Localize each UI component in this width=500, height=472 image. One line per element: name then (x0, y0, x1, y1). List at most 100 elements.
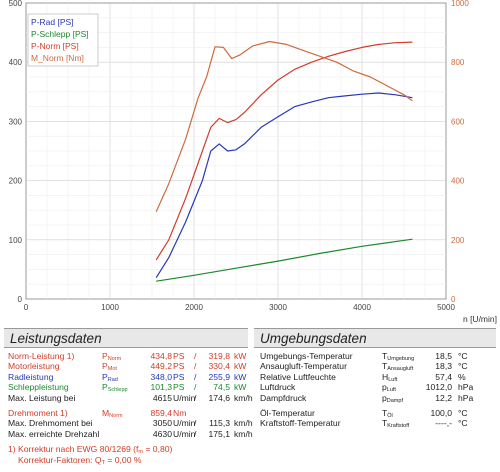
row-symbol: TUmgebung (382, 351, 415, 362)
row-symbol: PMot (102, 361, 117, 373)
footnote-correction: 1) Korrektur nach EWG 80/1269 (fm = 0,80… (8, 444, 173, 456)
leistung-row: Max. Leistung bei 4615 U/min/ 174,6 km/h (4, 392, 253, 403)
row-value: 101,3 (150, 382, 172, 393)
legend-p-rad: P-Rad [PS] (31, 17, 74, 27)
row-value: 859,4 (150, 407, 172, 418)
umgebungsdaten-header: Umgebungsdaten (254, 328, 496, 348)
row-symbol: PRad (102, 371, 118, 383)
row-label: Öl-Temperatur (260, 407, 315, 418)
x-tick-label: 1000 (101, 303, 119, 312)
left-axis-ticks: 0 100 200 300 400 500 (9, 0, 23, 304)
row-label: Schleppleistung (8, 382, 69, 393)
left-tick-label: 200 (9, 177, 23, 186)
row-value: 4615 (152, 392, 172, 403)
row-value-2: 115,3 (209, 418, 230, 429)
leistung-row: Motorleistung PMot 449,2 PS / 330,4 kW (4, 361, 248, 373)
right-tick-label: 600 (451, 117, 465, 126)
row-unit-2: kW (234, 351, 247, 361)
row-value: ----,- (435, 418, 452, 429)
row-unit: PS (173, 371, 185, 382)
row-unit: Nm (173, 407, 187, 418)
row-value: 18,3 (435, 361, 452, 372)
row-unit: PS (173, 361, 185, 372)
row-separator: / (194, 382, 197, 393)
umgebung-row: Kraftstoff-Temperatur TKraftstoff ----,- °C (254, 418, 496, 430)
row-separator: / (194, 392, 197, 403)
right-axis-ticks: 0 200 400 600 800 1000 (451, 0, 469, 304)
x-axis-label: n [U/min] (463, 314, 497, 324)
x-tick-label: 3000 (269, 303, 287, 312)
row-value: 57,4 (435, 371, 452, 382)
row-symbol: pLuft (382, 382, 396, 394)
row-symbol: TÖl (382, 407, 393, 419)
umgebungsdaten-table: Umgebungs-Temperatur TUmgebung 18,5 °C Ansau… (254, 351, 496, 429)
row-value: 434,8 (150, 351, 172, 361)
row-label: Umgebungs-Temperatur (260, 351, 353, 361)
row-value-2: 174,6 (208, 392, 230, 403)
row-unit: hPa (458, 382, 474, 393)
row-unit: PS (173, 351, 185, 361)
row-symbol: TKraftstoff (382, 418, 410, 430)
row-symbol: HLuft (382, 371, 398, 383)
row-unit-2: kW (234, 382, 247, 393)
row-label: Luftdruck (260, 382, 296, 393)
umgebung-row: Luftdruck pLuft 1012,0 hPa (254, 382, 496, 394)
row-unit: % (458, 371, 466, 382)
left-tick-label: 500 (9, 0, 23, 8)
row-symbol: TAnsaugluft (382, 361, 414, 373)
row-unit-2: km/h (234, 418, 253, 429)
row-label: Drehmoment 1) (8, 407, 68, 418)
right-tick-label: 0 (451, 295, 456, 304)
row-symbol: pDampf (382, 392, 403, 404)
row-unit: hPa (458, 392, 474, 403)
left-tick-label: 400 (9, 58, 23, 67)
row-separator: / (194, 418, 197, 429)
series-lines (155, 40, 413, 282)
row-value: 100,0 (430, 407, 452, 418)
row-unit: PS (173, 382, 185, 393)
row-label: Motorleistung (8, 361, 60, 372)
row-label: Kraftstoff-Temperatur (260, 418, 341, 429)
row-value: 348,0 (150, 371, 172, 382)
row-unit: U/min (173, 392, 196, 403)
row-label: Max. erreichte Drehzahl (8, 428, 100, 439)
right-tick-label: 200 (451, 236, 465, 245)
leistungsdaten-table: Norm-Leistung 1) PNorm 434,8 PS/319,8 kW Moto… (4, 351, 253, 466)
row-label: Norm-Leistung 1) (8, 351, 75, 361)
row-separator: / (194, 351, 197, 361)
umgebung-row: Dampfdruck pDampf 12,2 hPa (254, 392, 496, 404)
x-tick-label: 4000 (353, 303, 371, 312)
row-unit: °C (458, 407, 468, 418)
row-unit-2: kW (234, 371, 247, 382)
right-tick-label: 400 (451, 177, 465, 186)
legend-p-schlepp: P-Schlepp [PS] (31, 29, 89, 39)
row-unit: °C (458, 418, 468, 429)
x-tick-label: 5000 (437, 303, 455, 312)
x-tick-label: 0 (24, 303, 29, 312)
row-label: Dampfdruck (260, 392, 307, 403)
left-tick-label: 100 (9, 236, 23, 245)
leistung-row: Norm-Leistung 1) PNorm 434,8 PS / 319,8 kW (4, 351, 248, 362)
series-line-3 (155, 40, 413, 212)
row-unit: °C (458, 351, 468, 361)
umgebung-row: Relative Luftfeuchte HLuft 57,4% (254, 371, 496, 383)
row-symbol: PNorm (102, 351, 122, 362)
legend: P-Rad [PS] P-Schlepp [PS] P-Norm [PS] M_… (27, 13, 99, 67)
umgebung-row: Umgebungs-Temperatur TUmgebung 18,5 °C (254, 351, 496, 362)
row-unit-2: kW (234, 361, 247, 372)
row-separator: / (194, 361, 197, 372)
x-tick-label: 2000 (185, 303, 203, 312)
row-value: 449,2 (150, 361, 172, 372)
umgebung-row: Ansaugluft-Temperatur TAnsaugluft 18,3 °C (254, 361, 496, 373)
row-unit: U/min (173, 428, 196, 439)
legend-box (27, 13, 99, 67)
row-value: 12,2 (435, 392, 452, 403)
row-value-2: 175,1 (208, 428, 230, 439)
row-label: Max. Leistung bei (8, 392, 76, 403)
row-label: Ansaugluft-Temperatur (260, 361, 347, 372)
row-value-2: 255,9 (208, 371, 230, 382)
row-value-2: 319,8 (208, 351, 230, 361)
series-line-1 (156, 238, 413, 282)
right-tick-label: 800 (451, 58, 465, 67)
row-value: 18,5 (435, 351, 452, 361)
